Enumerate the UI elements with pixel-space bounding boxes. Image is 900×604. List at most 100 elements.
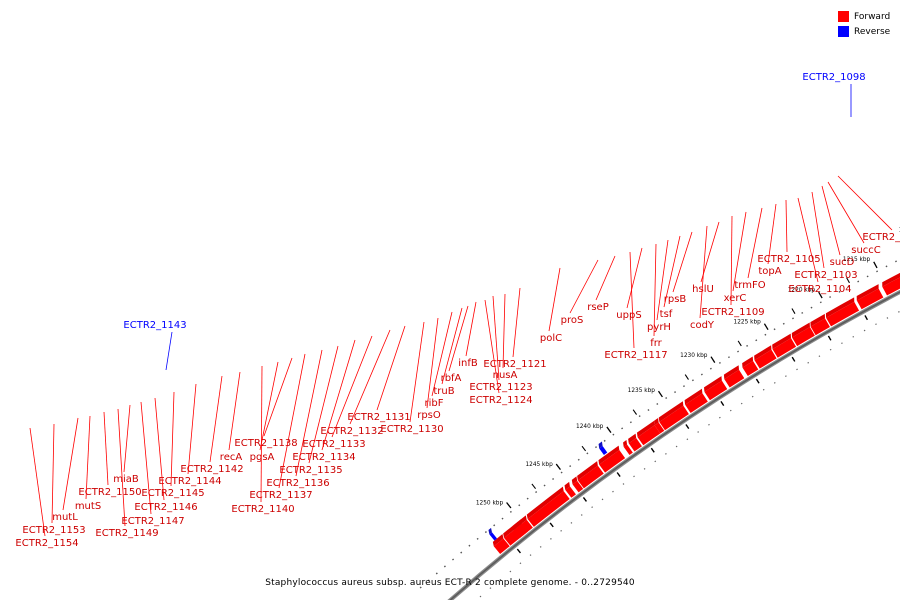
gene-marker — [791, 356, 796, 362]
reverse-gene-block-top — [488, 527, 492, 535]
scale-tick — [873, 261, 878, 269]
forward-gene-block — [724, 369, 745, 388]
forward-leader-line — [431, 311, 453, 397]
forward-gene-label: mutS — [75, 501, 101, 512]
reverse-leader-line — [165, 331, 173, 371]
scale-tick — [763, 323, 769, 330]
reverse-swatch — [838, 26, 849, 37]
forward-gene-label: ECTR2_1149 — [95, 528, 158, 539]
forward-leader-line — [512, 287, 521, 358]
forward-gene-label: hslU — [692, 284, 714, 295]
forward-gene-label: ECTR2_1154 — [15, 538, 78, 549]
forward-gene-block-top — [512, 515, 527, 531]
scale-minor-tick — [737, 340, 742, 347]
backbone — [444, 291, 900, 604]
forward-gene-label: sucD — [830, 257, 855, 268]
gene-marker — [720, 401, 725, 406]
forward-gene-label: truB — [433, 386, 454, 397]
scale-tick — [555, 463, 561, 471]
scale-tick — [657, 390, 663, 398]
forward-leader-line — [730, 215, 733, 306]
forward-gene-block-top — [723, 365, 739, 380]
forward-gene-label: ECTR2_1117 — [604, 350, 667, 361]
scale-tick-label: 1220 kbp — [788, 287, 816, 293]
forward-leader-line — [700, 221, 720, 283]
gene-marker — [685, 424, 690, 430]
forward-leader-line — [29, 427, 46, 537]
forward-gene-block — [628, 438, 642, 452]
forward-leader-line — [663, 235, 681, 308]
forward-leader-line — [548, 267, 561, 332]
forward-gene-label: infB — [458, 358, 478, 369]
reverse-gene-label: ECTR2_1143 — [123, 320, 186, 331]
forward-leader-line — [140, 401, 152, 515]
forward-gene-block — [637, 425, 661, 446]
forward-gene-block-top — [742, 356, 754, 368]
forward-leader-line — [595, 255, 616, 301]
forward-gene-label: ECTR2_1131 — [347, 412, 410, 423]
forward-leader-line — [259, 361, 279, 451]
scale-tick-label: 1240 kbp — [576, 424, 604, 430]
forward-gene-label: rseP — [587, 302, 609, 313]
forward-gene-block-top — [564, 481, 570, 490]
forward-leader-line — [441, 307, 463, 385]
forward-gene-label: ECTR2_1134 — [292, 452, 355, 463]
forward-gene-block-top — [772, 333, 791, 350]
forward-gene-label: proS — [561, 315, 584, 326]
forward-leader-line — [278, 353, 306, 489]
forward-gene-block — [659, 405, 689, 431]
forward-gene-block-top — [704, 376, 722, 392]
genome-caption: Staphylococcus aureus subsp. aureus ECT-… — [265, 578, 635, 588]
gene-marker — [864, 315, 869, 321]
forward-leader-line — [672, 231, 693, 293]
forward-gene-block — [754, 349, 777, 369]
scale-tick — [506, 502, 512, 509]
forward-gene-label: xerC — [724, 293, 747, 304]
legend-reverse: Reverse — [838, 24, 890, 39]
forward-gene-block-top — [791, 322, 810, 338]
scale-tick-label: 1210 kbp — [899, 228, 900, 234]
forward-leader-line — [85, 415, 91, 500]
forward-leader-line — [811, 191, 825, 269]
forward-gene-label: ribF — [425, 398, 444, 409]
forward-gene-block — [654, 422, 665, 434]
forward-leader-line — [123, 404, 131, 473]
forward-gene-label: ECTR2_1123 — [469, 382, 532, 393]
forward-leader-line — [170, 391, 175, 487]
gene-marker — [650, 447, 655, 453]
forward-gene-label: ECTR2_1100 — [862, 232, 900, 243]
forward-gene-block-top — [810, 313, 825, 327]
forward-gene-label: ECTR2_1145 — [141, 488, 204, 499]
forward-leader-line — [187, 383, 197, 475]
forward-gene-block — [792, 326, 815, 347]
forward-gene-label: ECTR2_1103 — [794, 270, 857, 281]
forward-leader-line — [797, 197, 819, 283]
forward-gene-label: ECTR2_1135 — [279, 465, 342, 476]
forward-gene-block-top — [628, 433, 637, 444]
gene-marker — [827, 335, 832, 341]
forward-leader-line — [51, 423, 55, 524]
scale-dotted-track — [419, 258, 900, 589]
scale-tick — [818, 291, 823, 299]
gene-marker — [549, 522, 554, 528]
forward-gene-block-top — [526, 486, 564, 520]
forward-leader-line — [653, 243, 657, 337]
forward-leader-line — [321, 339, 356, 451]
scale-tick-label: 1245 kbp — [525, 462, 553, 468]
forward-gene-block-top — [623, 440, 628, 447]
forward-gene-label: topA — [758, 266, 781, 277]
forward-leader-line — [426, 317, 439, 409]
forward-gene-label: polC — [540, 333, 562, 344]
forward-gene-block-top — [492, 534, 504, 547]
forward-gene-label: mutL — [52, 512, 78, 523]
forward-gene-label: ECTR2_1121 — [483, 359, 546, 370]
gene-marker — [582, 497, 588, 502]
forward-gene-label: ECTR2_1105 — [757, 254, 820, 265]
forward-leader-line — [349, 329, 391, 425]
forward-gene-block — [772, 338, 797, 358]
forward-gene-block-top — [658, 401, 684, 423]
forward-gene-block — [527, 491, 570, 527]
forward-gene-label: ECTR2_1144 — [158, 476, 221, 487]
